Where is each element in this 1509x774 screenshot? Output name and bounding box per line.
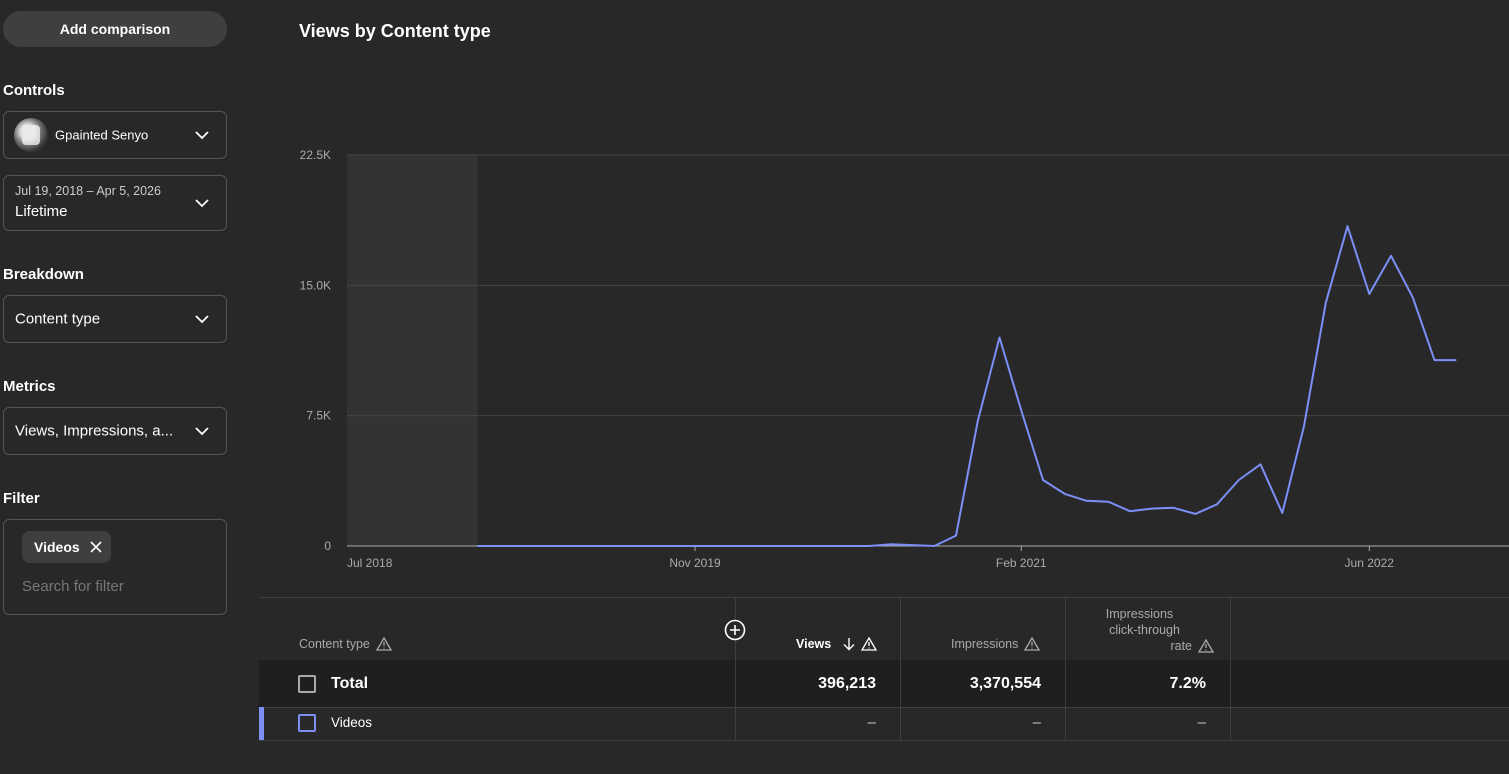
y-tick-label: 15.0K	[300, 278, 331, 292]
add-comparison-button[interactable]: Add comparison	[3, 11, 227, 47]
line-chart[interactable]: 22.5K 15.0K 7.5K 0 Jul 2018 Nov 2019 Feb 2021 J…	[259, 140, 1509, 580]
warning-icon	[1024, 637, 1041, 651]
series-color-bar	[259, 707, 264, 740]
divider	[1065, 597, 1066, 741]
data-table: Content type Views Impressions Impressio…	[259, 597, 1509, 741]
videos-impressions: –	[1032, 714, 1041, 731]
add-column-icon[interactable]	[724, 619, 746, 641]
videos-checkbox[interactable]	[298, 714, 316, 732]
controls-label: Controls	[3, 82, 65, 99]
column-header-label: rate	[1170, 639, 1192, 653]
date-range-dropdown[interactable]: Jul 19, 2018 – Apr 5, 2026 Lifetime	[3, 175, 227, 231]
total-impressions: 3,370,554	[969, 675, 1041, 692]
column-header-label: click-through	[1109, 623, 1180, 637]
metrics-label: Metrics	[3, 378, 56, 395]
chevron-down-icon	[195, 427, 209, 436]
warning-icon	[861, 637, 878, 651]
column-header-impressions[interactable]: Impressions	[951, 637, 1041, 651]
metrics-value: Views, Impressions, a...	[15, 422, 174, 440]
column-header-content-type[interactable]: Content type	[299, 637, 392, 651]
filter-chip-label: Videos	[34, 539, 80, 555]
avatar	[14, 118, 48, 152]
x-tick-label: Nov 2019	[669, 556, 721, 570]
divider	[900, 597, 901, 741]
videos-label: Videos	[331, 715, 373, 730]
total-views: 396,213	[818, 675, 876, 692]
close-icon[interactable]	[89, 540, 103, 554]
chevron-down-icon	[195, 315, 209, 324]
x-tick-label: Jun 2022	[1345, 556, 1395, 570]
y-tick-label: 7.5K	[306, 409, 331, 423]
videos-ctr: –	[1197, 714, 1206, 731]
breakdown-dropdown[interactable]: Content type	[3, 295, 227, 343]
metrics-dropdown[interactable]: Views, Impressions, a...	[3, 407, 227, 455]
divider	[1230, 597, 1231, 741]
videos-views: –	[867, 714, 876, 731]
channel-name: Gpainted Senyo	[55, 127, 149, 143]
channel-dropdown[interactable]: Gpainted Senyo	[3, 111, 227, 159]
chart-title: Views by Content type	[299, 21, 491, 41]
filter-box: Videos	[3, 519, 227, 615]
column-header-label: Content type	[299, 637, 370, 651]
chevron-down-icon	[195, 199, 209, 208]
divider	[735, 597, 736, 741]
sidebar: Add comparison Controls Gpainted Senyo J…	[0, 0, 240, 774]
column-header-label: Impressions	[1105, 607, 1174, 621]
date-preset-text: Lifetime	[15, 203, 68, 220]
y-tick-label: 0	[324, 539, 331, 553]
warning-icon	[375, 637, 392, 651]
divider	[259, 707, 1509, 708]
divider	[259, 597, 1509, 598]
total-ctr: 7.2%	[1169, 675, 1206, 692]
column-header-views[interactable]: Views	[796, 637, 878, 651]
divider	[259, 740, 1509, 741]
sort-down-icon	[843, 638, 855, 651]
breakdown-label: Breakdown	[3, 266, 84, 283]
y-tick-label: 22.5K	[300, 148, 331, 162]
series-line-videos	[477, 225, 1457, 547]
shaded-period	[347, 155, 478, 546]
column-header-label: Impressions	[951, 637, 1019, 651]
chevron-down-icon	[195, 131, 209, 140]
filter-search-input[interactable]	[22, 578, 212, 595]
total-checkbox[interactable]	[298, 675, 316, 693]
total-label: Total	[331, 675, 369, 692]
filter-chip-videos[interactable]: Videos	[22, 531, 111, 563]
breakdown-value: Content type	[15, 310, 101, 328]
x-tick-label: Feb 2021	[996, 556, 1047, 570]
table-row-total	[259, 660, 1509, 707]
x-tick-label: Jul 2018	[347, 556, 393, 570]
column-header-ctr[interactable]: Impressions click-through rate	[1079, 606, 1214, 654]
date-range-text: Jul 19, 2018 – Apr 5, 2026	[15, 184, 161, 198]
filter-label: Filter	[3, 490, 40, 507]
warning-icon	[1198, 639, 1214, 653]
column-header-label: Views	[796, 637, 832, 651]
